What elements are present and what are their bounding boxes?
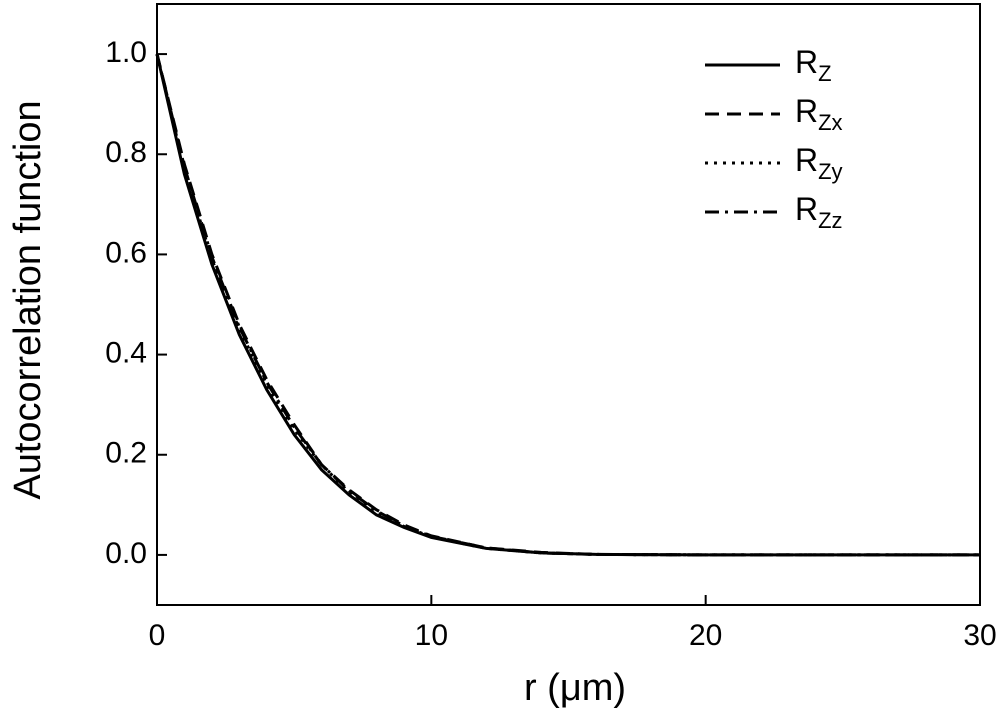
legend-label: RZ bbox=[795, 44, 832, 85]
data-line bbox=[155, 53, 980, 557]
y-tick-label: 0.2 bbox=[105, 437, 147, 470]
legend-name: R bbox=[795, 191, 818, 227]
legend-subscript: Zx bbox=[818, 110, 842, 135]
x-tick-label: 20 bbox=[689, 619, 722, 652]
x-tick-label: 10 bbox=[415, 619, 448, 652]
x-axis-label: r (μm) bbox=[524, 667, 626, 709]
legend-label: RZy bbox=[795, 142, 843, 183]
y-tick-label: 0.4 bbox=[105, 337, 147, 370]
legend-subscript: Zz bbox=[818, 208, 842, 233]
legend-name: R bbox=[795, 93, 818, 129]
legend-label: RZz bbox=[795, 191, 843, 232]
data-line bbox=[155, 53, 980, 557]
legend-subscript: Zy bbox=[818, 159, 842, 184]
x-tick-label: 0 bbox=[149, 619, 166, 652]
plot-frame bbox=[156, 3, 981, 606]
legend-name: R bbox=[795, 44, 818, 80]
y-tick-label: 0.8 bbox=[105, 136, 147, 169]
y-tick-label: 0.6 bbox=[105, 236, 147, 269]
y-tick-label: 0.0 bbox=[105, 537, 147, 570]
legend-name: R bbox=[795, 142, 818, 178]
y-axis-label: Autocorrelation function bbox=[7, 100, 49, 499]
legend-label: RZx bbox=[795, 93, 843, 134]
data-line bbox=[155, 53, 980, 557]
y-tick-label: 1.0 bbox=[105, 36, 147, 69]
x-tick-label: 30 bbox=[963, 619, 996, 652]
legend-subscript: Z bbox=[818, 61, 831, 86]
data-line bbox=[155, 53, 980, 557]
